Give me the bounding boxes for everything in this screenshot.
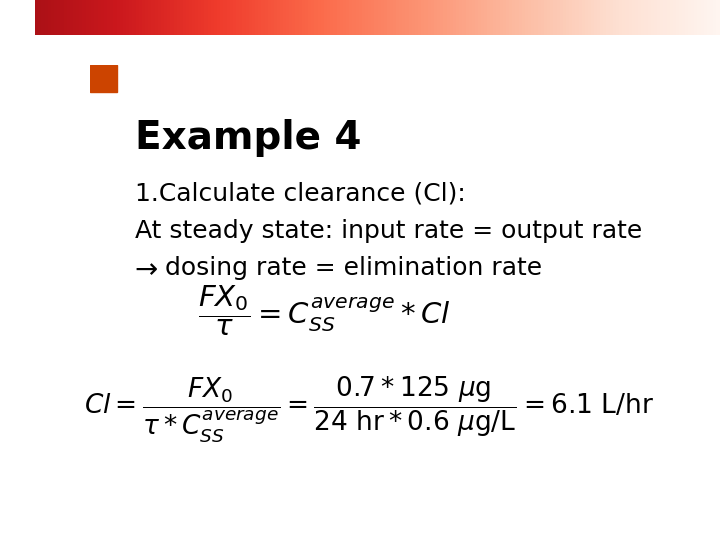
Bar: [90, 65, 117, 92]
Text: →: →: [135, 256, 158, 284]
Text: $Cl = \dfrac{FX_0}{\tau * C_{SS}^{average}} = \dfrac{0.7 * 125\ \mu\mathrm{g}}{2: $Cl = \dfrac{FX_0}{\tau * C_{SS}^{averag…: [84, 375, 654, 445]
Text: 1.Calculate clearance (Cl):: 1.Calculate clearance (Cl):: [135, 181, 465, 205]
Text: $\dfrac{FX_0}{\tau} = C_{SS}^{average} * Cl$: $\dfrac{FX_0}{\tau} = C_{SS}^{average} *…: [198, 282, 451, 338]
Text: At steady state: input rate = output rate: At steady state: input rate = output rat…: [135, 219, 642, 242]
Text: dosing rate = elimination rate: dosing rate = elimination rate: [166, 256, 542, 280]
Text: Example 4: Example 4: [135, 119, 361, 157]
